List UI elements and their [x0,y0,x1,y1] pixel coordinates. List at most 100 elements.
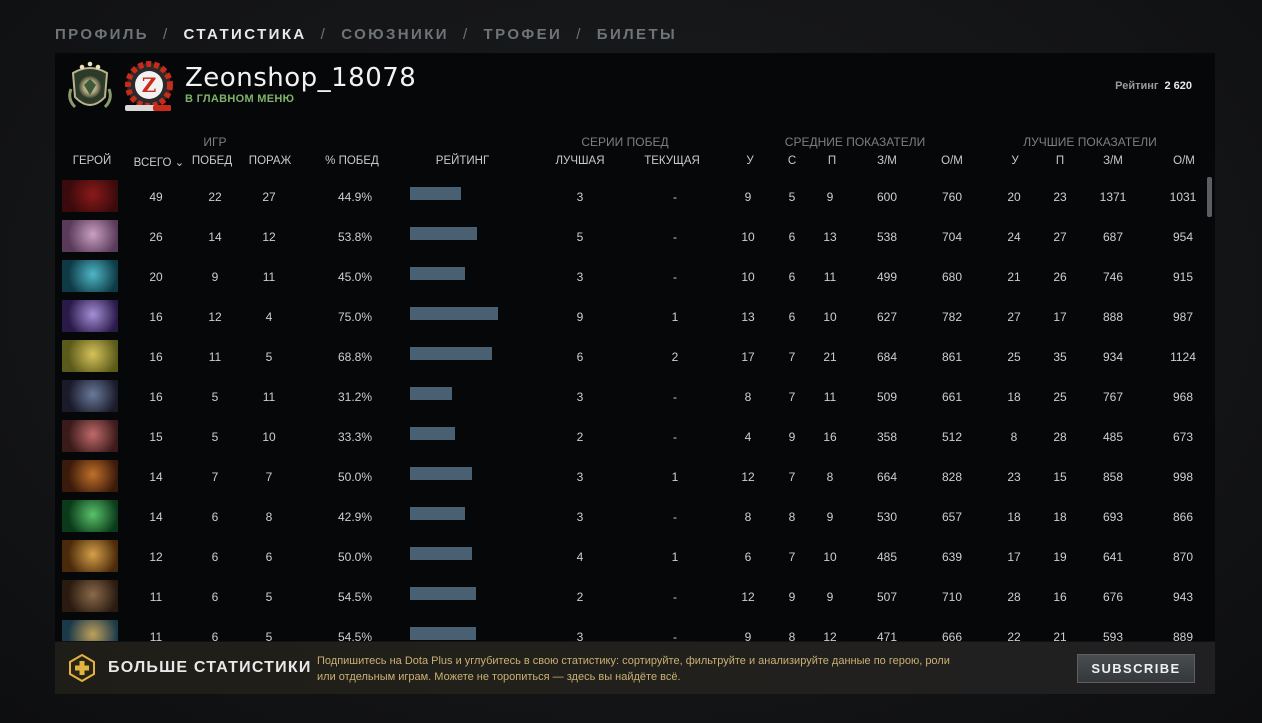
cell-best-xpm: 673 [1172,430,1194,444]
tab-statistics[interactable]: СТАТИСТИКА [183,25,307,43]
rating-bar [410,267,465,280]
table-row[interactable]: 20 9 11 45.0% 3 - 10 6 11 499 680 21 26 746 915 [55,257,1200,297]
cell-total: 16 [149,350,163,364]
col-losses[interactable]: ПОРАЖ [248,155,292,167]
cell-best-xpm: 1031 [1169,190,1197,204]
table-row[interactable]: 14 7 7 50.0% 3 1 12 7 8 664 828 23 15 858 998 [55,457,1200,497]
cell-avg-gpm: 471 [876,630,898,641]
cell-best-streak: 4 [576,550,584,564]
tab-allies[interactable]: СОЮЗНИКИ [341,25,449,43]
col-hero[interactable]: ГЕРОЙ [72,155,112,167]
col-best-assists[interactable]: П [1055,155,1065,167]
table-row[interactable]: 12 6 6 50.0% 4 1 6 7 10 485 639 17 19 641 870 [55,537,1200,577]
cell-avg-xpm: 661 [941,390,963,404]
cell-losses: 5 [265,350,273,364]
cell-best-gpm: 767 [1102,390,1124,404]
cell-winrate: 68.8% [337,350,373,364]
table-row[interactable]: 11 6 5 54.5% 3 - 9 8 12 471 666 22 21 593 889 [55,617,1200,641]
scrollbar-thumb[interactable] [1207,177,1212,217]
col-avg-deaths[interactable]: С [787,155,797,167]
cell-avg-xpm: 828 [941,470,963,484]
cell-avg-k: 13 [741,310,755,324]
rating-value: 2 620 [1164,80,1192,92]
cell-losses: 27 [262,190,276,204]
cell-best-k: 21 [1007,270,1021,284]
cell-winrate: 53.8% [337,230,373,244]
hero-portrait [62,420,118,452]
col-winrate[interactable]: % ПОБЕД [325,155,379,167]
nav-separator: / [462,25,470,43]
tab-tickets[interactable]: БИЛЕТЫ [596,25,678,43]
hero-portrait [62,220,118,252]
hero-portrait [62,380,118,412]
col-avg-kills[interactable]: У [746,155,754,167]
cell-best-gpm: 593 [1102,630,1124,641]
table-row[interactable]: 26 14 12 53.8% 5 - 10 6 13 538 704 24 27 687 954 [55,217,1200,257]
cell-best-xpm: 915 [1172,270,1194,284]
cell-avg-a: 13 [823,230,837,244]
cell-best-streak: 3 [576,190,584,204]
cell-avg-gpm: 509 [876,390,898,404]
tab-profile[interactable]: ПРОФИЛЬ [55,25,149,43]
cell-best-a: 28 [1053,430,1067,444]
col-avg-xpm[interactable]: О/М [941,155,963,167]
table-row[interactable]: 16 5 11 31.2% 3 - 8 7 11 509 661 18 25 767 968 [55,377,1200,417]
hero-portrait [62,300,118,332]
col-rating[interactable]: РЕЙТИНГ [435,155,490,167]
cell-avg-gpm: 627 [876,310,898,324]
cell-best-a: 27 [1053,230,1067,244]
cell-best-k: 18 [1007,510,1021,524]
cell-avg-gpm: 485 [876,550,898,564]
cell-best-xpm: 968 [1172,390,1194,404]
cell-total: 11 [149,590,163,604]
hero-portrait [62,180,118,212]
cell-total: 11 [149,630,163,641]
table-row[interactable]: 15 5 10 33.3% 2 - 4 9 16 358 512 8 28 485 673 [55,417,1200,457]
table-row[interactable]: 14 6 8 42.9% 3 - 8 8 9 530 657 18 18 693 866 [55,497,1200,537]
hero-portrait [62,460,118,492]
cell-best-xpm: 1124 [1170,350,1196,364]
tab-trophies[interactable]: ТРОФЕИ [483,25,563,43]
cell-avg-xpm: 710 [941,590,963,604]
col-avg-gpm[interactable]: З/М [877,155,897,167]
col-best-streak[interactable]: ЛУЧШАЯ [555,155,605,167]
cell-best-a: 35 [1053,350,1067,364]
col-current-streak[interactable]: ТЕКУЩАЯ [644,155,700,167]
col-best-xpm[interactable]: О/М [1173,155,1195,167]
cell-avg-a: 16 [823,430,837,444]
promo-title: БОЛЬШЕ СТАТИСТИКИ [108,659,312,676]
cell-avg-k: 10 [741,230,755,244]
col-total[interactable]: ВСЕГО ⌄ [131,155,187,169]
cell-winrate: 54.5% [337,630,373,641]
cell-current-streak: - [673,390,677,404]
cell-best-gpm: 746 [1102,270,1124,284]
cell-avg-d: 7 [788,470,796,484]
hero-stats-list[interactable]: 49 22 27 44.9% 3-9 5 9 600 760 20 23 1371 1031 26 14 12… [55,177,1215,641]
cell-best-k: 24 [1007,230,1021,244]
cell-winrate: 54.5% [337,590,373,604]
player-name: Zeonshop_18078 [185,63,417,93]
cell-avg-d: 6 [788,310,796,324]
rank-medal-icon[interactable] [67,59,113,115]
subscribe-button[interactable]: SUBSCRIBE [1077,654,1195,683]
table-row[interactable]: 49 22 27 44.9% 3 - 9 5 9 600 760 20 23 1371 1031 [55,177,1200,217]
cell-best-xpm: 987 [1172,310,1194,324]
cell-avg-d: 6 [788,270,796,284]
table-row[interactable]: 16 11 5 68.8% 6 2 17 7 21 684 861 25 35 934 1124 [55,337,1200,377]
col-best-gpm[interactable]: З/М [1103,155,1123,167]
col-wins[interactable]: ПОБЕД [191,155,233,167]
cell-avg-gpm: 530 [876,510,898,524]
cell-losses: 5 [265,590,273,604]
avatar[interactable]: Z [123,61,175,113]
cell-best-k: 25 [1007,350,1021,364]
table-row[interactable]: 16 12 4 75.0% 9 1 13 6 10 627 782 27 17 888 987 [55,297,1200,337]
cell-winrate: 75.0% [337,310,373,324]
cell-avg-xpm: 861 [941,350,963,364]
cell-current-streak: 1 [671,470,679,484]
col-best-kills[interactable]: У [1011,155,1019,167]
cell-total: 49 [149,190,163,204]
col-avg-assists[interactable]: П [827,155,837,167]
rating-bar [410,427,455,440]
table-row[interactable]: 11 6 5 54.5% 2 - 12 9 9 507 710 28 16 676 943 [55,577,1200,617]
cell-losses: 10 [262,430,276,444]
